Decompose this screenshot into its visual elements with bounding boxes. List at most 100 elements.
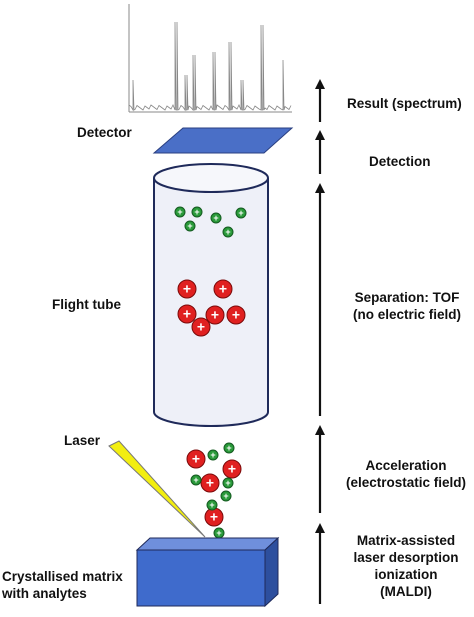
tube-large-ion-circle — [213, 279, 233, 299]
laser-beam — [108, 440, 206, 538]
accel-small-ion: + — [223, 442, 235, 454]
matrix-block — [135, 536, 280, 608]
accel-small-ion-circle — [222, 477, 234, 489]
tube-small-ion-charge: + — [213, 213, 218, 223]
accel-large-ion-circle — [222, 459, 242, 479]
stage-label-separation: Separation: TOF (no electric field) — [352, 290, 462, 322]
accel-large-ion: + — [200, 473, 220, 493]
accel-small-ion-circle — [190, 474, 202, 486]
process-arrow-head — [315, 425, 325, 435]
tube-large-ion-charge: + — [183, 306, 191, 322]
tube-small-ion-circle — [184, 220, 196, 232]
tube-small-ion-charge: + — [194, 207, 199, 217]
process-arrow — [315, 183, 325, 416]
detector-label: Detector — [77, 125, 132, 140]
tube-small-ion-circle — [222, 226, 234, 238]
tube-large-ion-charge: + — [211, 307, 219, 323]
tube-large-ion: + — [226, 305, 246, 325]
flight-tube-body — [153, 178, 269, 427]
tube-small-ion-charge: + — [187, 221, 192, 231]
tube-large-ion: + — [177, 304, 197, 324]
tube-small-ion: + — [174, 206, 186, 218]
tube-large-ion-charge: + — [219, 281, 227, 297]
laser-label: Laser — [64, 433, 101, 448]
tube-small-ion-charge: + — [238, 208, 243, 218]
accel-large-ion: + — [186, 449, 206, 469]
tube-small-ion-circle — [191, 206, 203, 218]
accel-small-ion: + — [207, 449, 219, 461]
tube-small-ion: + — [222, 226, 234, 238]
accel-large-ion-charge: + — [192, 451, 200, 467]
accel-small-ion-circle — [207, 449, 219, 461]
tube-small-ion: + — [235, 207, 247, 219]
process-arrow-head — [315, 523, 325, 533]
accel-small-ion-charge: + — [216, 528, 221, 538]
tube-large-ion-charge: + — [197, 319, 205, 335]
tube-small-ion: + — [191, 206, 203, 218]
tube-large-ion-circle — [205, 305, 225, 325]
process-arrow-head — [315, 183, 325, 193]
accel-large-ion-circle — [200, 473, 220, 493]
flight-tube-top — [153, 163, 269, 193]
accel-large-ion: + — [222, 459, 242, 479]
flight-tube-label: Flight tube — [52, 297, 121, 312]
process-arrow — [315, 523, 325, 604]
stage-label-detection: Detection — [369, 154, 431, 169]
accel-small-ion-circle — [206, 499, 218, 511]
accel-large-ion-circle — [186, 449, 206, 469]
accel-small-ion: + — [222, 477, 234, 489]
tube-small-ion-charge: + — [225, 227, 230, 237]
process-arrow — [315, 79, 325, 122]
spectrum-trace — [128, 21, 292, 112]
tube-large-ion: + — [177, 279, 197, 299]
tube-small-ion: + — [184, 220, 196, 232]
tube-small-ion-circle — [210, 212, 222, 224]
accel-small-ion-circle — [220, 490, 232, 502]
accel-small-ion-charge: + — [210, 450, 215, 460]
matrix-block-top — [135, 537, 280, 551]
tube-large-ion-circle — [177, 304, 197, 324]
accel-small-ion-charge: + — [209, 500, 214, 510]
stage-label-acceleration: Acceleration (electrostatic field) — [345, 458, 467, 490]
accel-small-ion: + — [206, 499, 218, 511]
tube-small-ion: + — [210, 212, 222, 224]
accel-small-ion: + — [213, 527, 225, 539]
accel-small-ion-circle — [223, 442, 235, 454]
tube-large-ion-charge: + — [183, 281, 191, 297]
accel-small-ion: + — [220, 490, 232, 502]
spectrum-plot — [128, 4, 292, 113]
flight-tube — [153, 163, 269, 427]
stage-label-result: Result (spectrum) — [347, 96, 462, 111]
process-arrow-head — [315, 79, 325, 89]
process-arrow — [315, 130, 325, 174]
accel-small-ion-charge: + — [225, 478, 230, 488]
accel-large-ion-charge: + — [210, 509, 218, 525]
tube-large-ion-charge: + — [232, 307, 240, 323]
matrix-label: Crystallised matrix with analytes — [2, 569, 123, 601]
process-arrow-head — [315, 130, 325, 140]
accel-large-ion-charge: + — [228, 461, 236, 477]
tube-large-ion-circle — [177, 279, 197, 299]
matrix-block-front — [136, 549, 266, 607]
accel-small-ion-charge: + — [223, 491, 228, 501]
tube-large-ion: + — [213, 279, 233, 299]
matrix-block-side — [264, 536, 279, 608]
accel-small-ion: + — [190, 474, 202, 486]
accel-large-ion: + — [204, 507, 224, 527]
tube-small-ion-charge: + — [177, 207, 182, 217]
process-arrow — [315, 425, 325, 513]
tube-large-ion-circle — [226, 305, 246, 325]
stage-label-maldi: Matrix-assisted laser desorption ionizat… — [353, 533, 459, 599]
tube-small-ion-circle — [235, 207, 247, 219]
accel-small-ion-charge: + — [226, 443, 231, 453]
tube-large-ion: + — [191, 317, 211, 337]
accel-small-ion-charge: + — [193, 475, 198, 485]
process-arrows — [315, 79, 325, 604]
tube-large-ion-circle — [191, 317, 211, 337]
detector-plate — [152, 127, 294, 154]
tube-large-ion: + — [205, 305, 225, 325]
tube-small-ion-circle — [174, 206, 186, 218]
accel-large-ion-charge: + — [206, 475, 214, 491]
